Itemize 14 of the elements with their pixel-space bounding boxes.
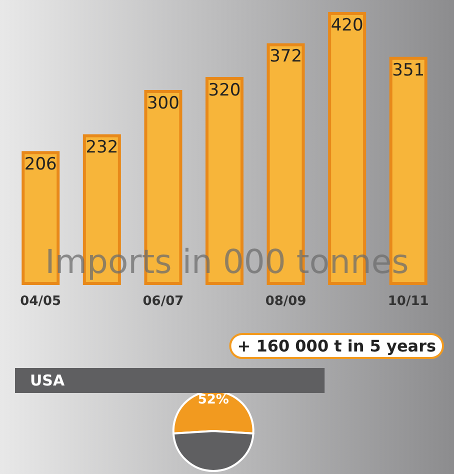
data-label: 206 — [24, 154, 57, 175]
data-label: 232 — [86, 138, 118, 158]
x-tick-label: 08/09 — [265, 294, 306, 309]
data-label: 372 — [270, 46, 302, 67]
x-tick-label: 04/05 — [20, 294, 62, 309]
data-label: 52% — [198, 392, 229, 408]
x-tick-label: 10/11 — [388, 294, 429, 309]
text: USA — [30, 372, 65, 390]
data-label: 300 — [146, 94, 180, 114]
x-tick-label: 06/07 — [142, 294, 184, 309]
text: + 160 000 t in 5 years — [237, 336, 436, 356]
data-label: 320 — [208, 80, 241, 100]
data-label: 420 — [330, 16, 364, 36]
data-label: 351 — [392, 60, 425, 80]
